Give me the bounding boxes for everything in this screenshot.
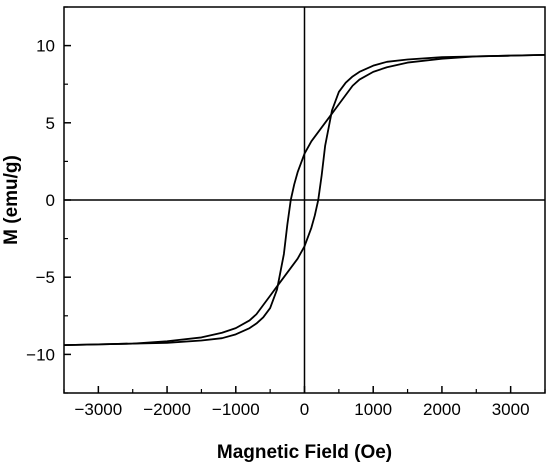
plot-frame: [63, 6, 546, 394]
x-tick-label: −1000: [212, 400, 260, 419]
axis-ticks: −3000 −2000 −1000 0 1000 2000 3000 −10 −5 0 5 10: [26, 6, 546, 419]
y-tick-label: 5: [46, 114, 55, 133]
hysteresis-curves: [63, 53, 546, 347]
x-tick-label: 0: [300, 400, 309, 419]
x-tick-label: 1000: [354, 400, 392, 419]
y-tick-label: −10: [26, 345, 55, 364]
y-tick-label: 0: [46, 191, 55, 210]
x-tick-label: −2000: [143, 400, 191, 419]
x-tick-label: 3000: [492, 400, 530, 419]
y-axis-label: M (emu/g): [1, 155, 22, 245]
descending-branch-line: [63, 53, 546, 347]
x-tick-label: −3000: [74, 400, 122, 419]
y-tick-label: 10: [36, 37, 55, 56]
x-tick-label: 2000: [423, 400, 461, 419]
y-tick-label: −5: [36, 268, 55, 287]
x-axis-label: Magnetic Field (Oe): [217, 442, 392, 463]
ascending-branch-line: [63, 53, 546, 347]
